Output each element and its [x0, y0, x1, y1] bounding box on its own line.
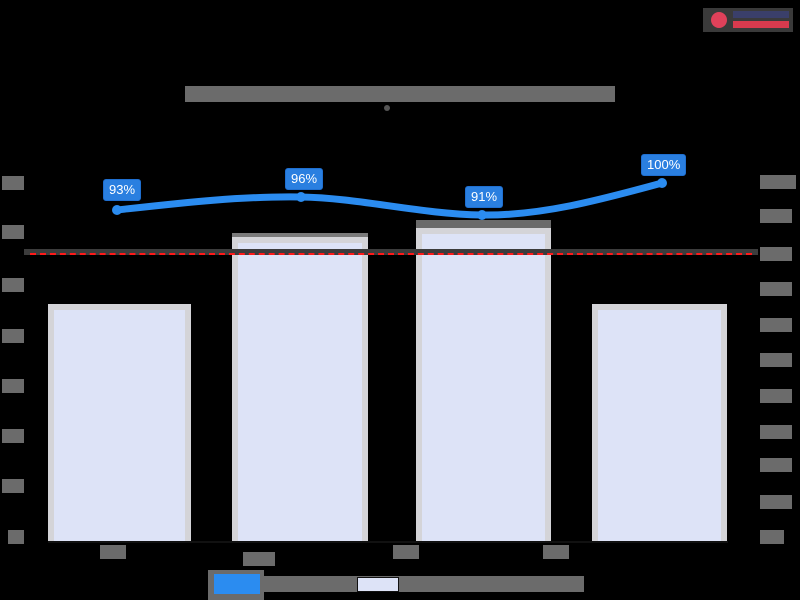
reference-line — [30, 253, 752, 255]
reference-band — [24, 249, 758, 255]
y2-tick-label — [760, 458, 792, 472]
x-tick-label — [243, 552, 275, 566]
brand-logo — [703, 8, 793, 32]
y2-tick-label — [760, 175, 796, 189]
data-label-4: 100% — [641, 154, 687, 176]
y2-tick-label — [760, 353, 792, 367]
logo-text-top — [733, 11, 789, 18]
data-label-2: 96% — [285, 168, 324, 190]
legend-line-swatch — [214, 574, 260, 594]
logo-text-bottom — [733, 21, 789, 28]
y-tick-label — [2, 429, 24, 443]
globe-icon — [711, 12, 727, 28]
y2-tick-label — [760, 425, 792, 439]
y-tick-label — [2, 329, 24, 343]
data-label-3: 91% — [465, 186, 504, 208]
data-point — [477, 210, 487, 220]
y2-tick-label — [760, 495, 792, 509]
y2-tick-label — [760, 318, 792, 332]
y-tick-label — [8, 530, 24, 544]
y-tick-label — [2, 176, 24, 190]
bar-2-cap — [232, 233, 368, 237]
bar-3 — [416, 228, 551, 541]
x-tick-label — [543, 545, 569, 559]
chart-title — [185, 86, 615, 102]
legend-bar-swatch — [357, 577, 399, 592]
data-point — [296, 192, 306, 202]
bar-3-cap — [416, 220, 551, 228]
x-axis-baseline — [48, 541, 728, 543]
y-tick-label — [2, 479, 24, 493]
y2-tick-label — [760, 282, 792, 296]
bar-4 — [592, 304, 727, 541]
data-label-1: 93% — [103, 179, 142, 201]
y-tick-label — [2, 278, 24, 292]
title-marker — [384, 105, 390, 111]
bar-2 — [232, 237, 368, 541]
y2-tick-label — [760, 209, 792, 223]
y2-tick-label — [760, 530, 784, 544]
data-point — [657, 178, 667, 188]
y-tick-label — [2, 225, 24, 239]
y2-tick-label — [760, 247, 792, 261]
y-tick-label — [2, 379, 24, 393]
x-tick-label — [100, 545, 126, 559]
x-tick-label — [393, 545, 419, 559]
data-point — [112, 205, 122, 215]
y2-tick-label — [760, 389, 792, 403]
bar-1 — [48, 304, 191, 541]
legend-text — [264, 576, 584, 592]
